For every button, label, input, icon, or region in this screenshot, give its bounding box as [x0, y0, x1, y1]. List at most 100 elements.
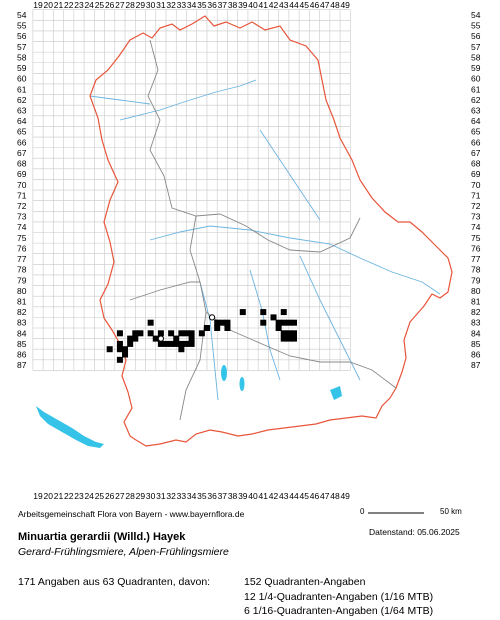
occurrence-marker: [116, 346, 123, 353]
y-tick-label: 74: [471, 222, 481, 232]
y-tick-label: 57: [17, 42, 27, 52]
river: [119, 79, 257, 121]
x-tick-label: 21: [54, 0, 64, 10]
river: [299, 255, 361, 381]
occurrence-marker: [116, 340, 123, 347]
x-tick-label: 36: [207, 0, 217, 10]
occurrence-marker: [239, 309, 246, 316]
occurrence-marker: [280, 335, 287, 342]
x-tick-label: 41: [259, 491, 269, 501]
y-tick-label: 75: [471, 233, 481, 243]
river: [199, 281, 219, 401]
breakdown-quadrant: 152 Quadranten-Angaben: [244, 576, 366, 588]
x-tick-label: 25: [95, 0, 105, 10]
y-tick-label: 79: [17, 275, 27, 285]
occurrence-marker: [168, 330, 175, 337]
x-tick-label: 36: [207, 491, 217, 501]
occurrence-marker: [127, 340, 134, 347]
y-tick-label: 69: [471, 169, 481, 179]
y-tick-label: 76: [471, 243, 481, 253]
y-tick-label: 73: [471, 212, 481, 222]
y-tick-label: 55: [471, 21, 481, 31]
y-tick-label: 79: [471, 275, 481, 285]
occurrence-marker: [291, 330, 297, 337]
occurrence-marker: [168, 340, 175, 347]
x-tick-label: 47: [320, 0, 330, 10]
occurrence-marker: [178, 330, 185, 337]
x-tick-label: 38: [228, 0, 238, 10]
x-tick-label: 29: [136, 491, 146, 501]
x-tick-label: 24: [84, 0, 94, 10]
x-tick-label: 24: [84, 491, 94, 501]
occurrence-marker: [214, 324, 221, 331]
x-tick-label: 43: [279, 0, 289, 10]
x-tick-label: 42: [269, 0, 279, 10]
x-tick-label: 35: [197, 0, 207, 10]
y-tick-label: 63: [471, 105, 481, 115]
occurrence-marker: [214, 319, 221, 326]
occurrence-marker: [122, 351, 129, 358]
lake-constance: [36, 406, 104, 448]
y-tick-label: 84: [471, 328, 481, 338]
x-tick-label: 21: [54, 491, 64, 501]
y-tick-label: 78: [471, 265, 481, 275]
x-tick-label: 40: [248, 0, 258, 10]
x-tick-label: 35: [197, 491, 207, 501]
y-tick-label: 67: [17, 148, 27, 158]
x-tick-label: 32: [166, 491, 176, 501]
occurrence-markers: [106, 309, 297, 363]
species-title: Minuartia gerardii (Willd.) Hayek: [18, 531, 186, 543]
occurrence-marker: [188, 335, 195, 342]
y-tick-label: 65: [471, 127, 481, 137]
scale-end-label: 50 km: [440, 507, 462, 516]
breakdown-quarter-quadrant: 12 1/4-Quadranten-Angaben (1/16 MTB): [244, 591, 434, 603]
x-tick-label: 19: [33, 491, 43, 501]
x-tick-label: 42: [269, 491, 279, 501]
y-tick-label: 81: [471, 296, 481, 306]
x-tick-label: 45: [300, 0, 310, 10]
occurrence-marker: [116, 330, 123, 337]
y-tick-label: 70: [17, 180, 27, 190]
y-tick-label: 63: [17, 105, 27, 115]
y-tick-label: 56: [17, 31, 27, 41]
occurrence-marker: [173, 335, 180, 342]
occurrence-marker: [219, 319, 226, 326]
occurrence-marker: [275, 324, 282, 331]
occurrence-marker: [280, 330, 287, 337]
y-tick-label: 87: [17, 360, 27, 370]
occurrence-marker: [224, 319, 231, 326]
occurrence-marker: [147, 330, 154, 337]
y-tick-label: 86: [17, 350, 27, 360]
occurrence-marker: [270, 314, 277, 321]
y-tick-label: 54: [17, 10, 27, 20]
y-tick-label: 69: [17, 169, 27, 179]
river: [89, 95, 151, 105]
occurrence-marker: [183, 340, 190, 347]
river: [249, 269, 281, 381]
y-tick-label: 54: [471, 10, 481, 20]
x-tick-label: 30: [146, 0, 156, 10]
x-axis-labels-bottom: 19 20 21 22 23 24 25 26 27 28 29 30 31 32 33 34 35 36 37 38…: [33, 491, 350, 501]
credit-line: Arbeitsgemeinschaft Flora von Bayern - w…: [18, 509, 245, 519]
occurrence-marker: [285, 335, 292, 342]
y-tick-label: 55: [17, 21, 27, 31]
x-tick-label: 33: [177, 0, 187, 10]
y-tick-label: 66: [17, 137, 27, 147]
occurrence-marker: [260, 319, 267, 326]
x-tick-label: 48: [330, 0, 340, 10]
occurrence-marker: [275, 319, 282, 326]
occurrence-marker: [157, 330, 164, 337]
y-tick-label: 71: [471, 190, 481, 200]
x-tick-label: 39: [238, 0, 248, 10]
x-tick-label: 39: [238, 491, 248, 501]
y-tick-label: 57: [471, 42, 481, 52]
x-tick-label: 34: [187, 491, 197, 501]
x-tick-label: 22: [64, 0, 74, 10]
y-tick-label: 66: [471, 137, 481, 147]
x-tick-label: 31: [156, 491, 166, 501]
state-border: [89, 15, 453, 447]
occurrence-marker: [127, 335, 134, 342]
occurrence-marker-open: [208, 314, 216, 321]
occurrence-marker: [132, 330, 139, 337]
x-tick-label: 46: [310, 0, 320, 10]
